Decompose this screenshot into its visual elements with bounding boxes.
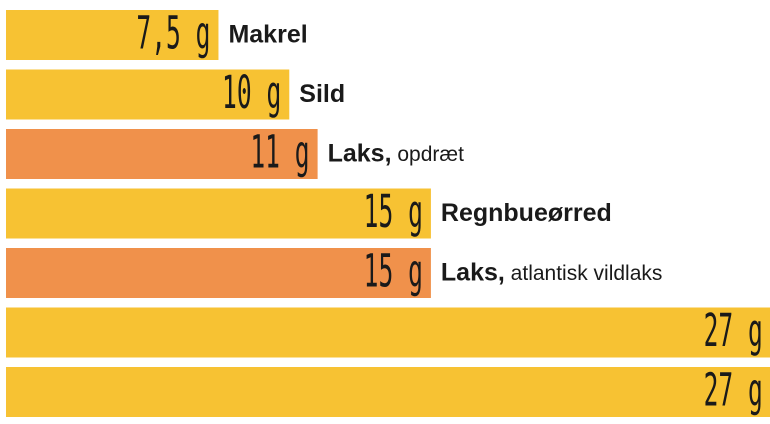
bar-value-label: 15 g bbox=[364, 185, 423, 238]
bar-group: 15 g Laks, atlantisk vildlaks bbox=[6, 244, 662, 298]
bar bbox=[6, 129, 318, 179]
bar-category-sublabel: atlantisk vildlaks bbox=[505, 262, 663, 285]
bar bbox=[6, 307, 770, 358]
bar-group: 27 gHornfisk bbox=[6, 363, 770, 417]
bar-group: 15 g Regnbueørred bbox=[6, 185, 612, 239]
bar-value-label: 27 g bbox=[704, 304, 763, 357]
bar-category-label: Regnbueørred bbox=[441, 199, 612, 227]
bar-category-label: Makrel bbox=[228, 21, 307, 49]
bar-category-sublabel: opdræt bbox=[392, 143, 465, 166]
bar-category-label: Laks, atlantisk vildlaks bbox=[441, 259, 663, 287]
bar-group: 7,5 g Makrel bbox=[6, 6, 308, 60]
bar bbox=[6, 188, 431, 239]
bar bbox=[6, 367, 770, 417]
bar-value-label: 10 g bbox=[222, 66, 281, 119]
bar-group: 10 g Sild bbox=[6, 66, 345, 120]
bar-value-label: 27 g bbox=[704, 363, 763, 416]
bar-value-label: 11 g bbox=[250, 125, 309, 178]
bar-value-label: 7,5 g bbox=[136, 6, 210, 59]
bar bbox=[6, 248, 431, 298]
bar-category-label: Sild bbox=[299, 80, 345, 108]
bar bbox=[6, 69, 290, 120]
bar bbox=[6, 10, 219, 60]
bar-group: 27 gHellefisk bbox=[6, 304, 770, 358]
bar-group: 11 g Laks, opdræt bbox=[6, 125, 464, 179]
bar-category-label: Laks, opdræt bbox=[328, 140, 464, 168]
bar-value-label: 15 g bbox=[364, 244, 423, 297]
